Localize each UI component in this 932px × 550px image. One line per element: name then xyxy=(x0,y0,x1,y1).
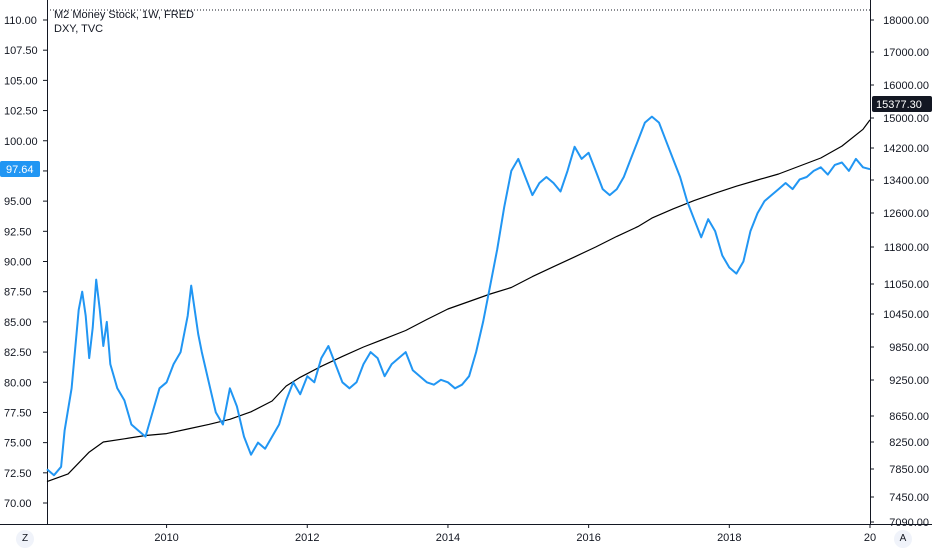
right-tick-label: 14200.00 xyxy=(883,143,929,155)
left-axis-ticks: 110.00107.50105.00102.50100.0097.5095.00… xyxy=(4,15,47,510)
left-tick-label: 70.00 xyxy=(4,498,32,510)
right-tick-label: 7850.00 xyxy=(889,464,929,476)
right-tick-label: 11800.00 xyxy=(884,242,929,254)
right-tick-label: 8250.00 xyxy=(889,437,929,449)
left-tick-label: 85.00 xyxy=(4,317,32,329)
dxy-last-value: 97.64 xyxy=(6,164,34,176)
series-layer xyxy=(46,115,871,483)
x-axis-ticks: 2010 2012 2014 2016 2018 20 xyxy=(154,524,876,544)
left-tick-label: 75.00 xyxy=(4,438,32,450)
right-tick-label: 17000.00 xyxy=(883,47,929,59)
left-tick-label: 82.50 xyxy=(4,347,32,359)
right-tick-label: 12600.00 xyxy=(883,208,929,220)
left-tick-label: 77.50 xyxy=(4,407,32,419)
right-tick-label: 8650.00 xyxy=(889,411,929,423)
a-button[interactable]: A xyxy=(894,530,912,548)
x-tick-label: 20 xyxy=(864,532,876,544)
left-tick-label: 102.50 xyxy=(4,106,38,118)
right-axis-ticks: 18000.00 17000.00 16000.00 15000.00 14200.00… xyxy=(870,15,929,529)
dxy-series-line xyxy=(46,115,871,477)
m2-last-badge: 15377.30 xyxy=(872,96,932,112)
z-button[interactable]: Z xyxy=(16,530,34,548)
m2-last-value: 15377.30 xyxy=(876,99,922,111)
right-tick-label: 7450.00 xyxy=(889,492,929,504)
left-tick-label: 90.00 xyxy=(4,257,32,269)
left-tick-label: 107.50 xyxy=(4,45,38,57)
right-tick-label: 15000.00 xyxy=(883,113,929,125)
legend-m2: M2 Money Stock, 1W, FRED xyxy=(54,9,194,21)
x-tick-label: 2012 xyxy=(295,532,319,544)
left-tick-label: 72.50 xyxy=(4,468,32,480)
right-tick-label: 16000.00 xyxy=(883,80,929,92)
right-tick-label: 10450.00 xyxy=(883,309,929,321)
x-tick-label: 2014 xyxy=(436,532,460,544)
right-tick-label: 18000.00 xyxy=(883,15,929,27)
left-tick-label: 100.00 xyxy=(4,136,38,148)
right-tick-label: 9850.00 xyxy=(889,342,929,354)
left-tick-label: 95.00 xyxy=(4,196,32,208)
right-tick-label: 9250.00 xyxy=(889,375,929,387)
left-tick-label: 92.50 xyxy=(4,226,32,238)
dxy-last-badge: 97.64 xyxy=(0,161,40,177)
x-tick-label: 2010 xyxy=(154,532,178,544)
right-tick-label: 11050.00 xyxy=(884,279,929,291)
left-tick-label: 105.00 xyxy=(4,75,38,87)
x-tick-label: 2018 xyxy=(717,532,741,544)
left-tick-label: 87.50 xyxy=(4,287,32,299)
left-tick-label: 110.00 xyxy=(4,15,37,27)
x-tick-label: 2016 xyxy=(576,532,600,544)
right-tick-label: 7090.00 xyxy=(889,517,929,529)
right-tick-label: 13400.00 xyxy=(883,175,929,187)
legend-dxy: DXY, TVC xyxy=(54,23,103,35)
left-tick-label: 80.00 xyxy=(4,377,32,389)
m2-series-line xyxy=(46,119,871,483)
